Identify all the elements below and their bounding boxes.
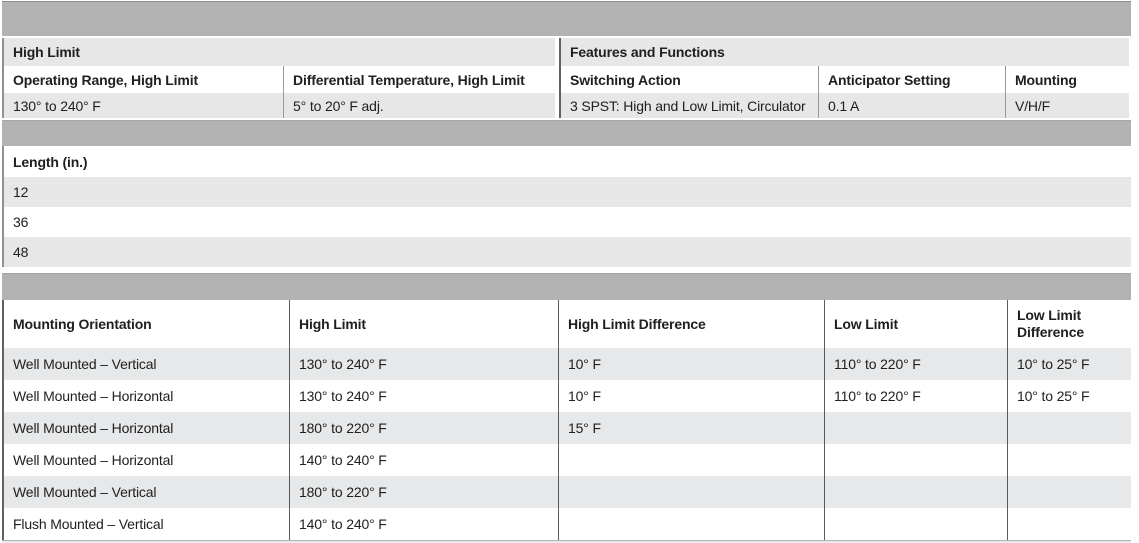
table-cell: 180° to 220° F	[290, 476, 558, 508]
table-cell	[1008, 444, 1131, 476]
table-cell: Well Mounted – Vertical	[4, 476, 289, 508]
high-limit-section-title: High Limit	[4, 38, 555, 66]
length-row: 48	[4, 237, 1131, 267]
table-cell: 10° to 25° F	[1008, 380, 1131, 412]
column-header-low-limit-difference: Low Limit Difference	[1008, 300, 1131, 348]
length-section: Length (in.) 12 36 48	[2, 146, 1131, 267]
table-cell: 130° to 240° F	[290, 348, 558, 380]
table-cell	[1008, 476, 1131, 508]
table-cell	[559, 508, 824, 540]
table-cell: 140° to 240° F	[290, 508, 558, 540]
separator-band-top	[2, 1, 1131, 36]
table-cell: 110° to 220° F	[825, 348, 1007, 380]
mounting-orientation-column: Mounting Orientation Well Mounted – Vert…	[4, 300, 289, 540]
table-cell: Flush Mounted – Vertical	[4, 508, 289, 540]
table-cell	[825, 412, 1007, 444]
column-header-low-limit: Low Limit	[825, 300, 1007, 348]
separator-band-lower	[2, 273, 1131, 300]
table-cell: Well Mounted – Vertical	[4, 348, 289, 380]
table-cell	[1008, 412, 1131, 444]
section-gap	[555, 38, 559, 118]
separator-band-middle	[2, 120, 1131, 146]
high-limit-column: High Limit 130° to 240° F 130° to 240° F…	[289, 300, 558, 540]
table-cell	[825, 476, 1007, 508]
mounting-column: Mounting V/H/F	[1005, 66, 1129, 118]
table-cell: 180° to 220° F	[290, 412, 558, 444]
high-limit-section: High Limit Operating Range, High Limit 1…	[2, 38, 555, 118]
anticipator-setting-value: 0.1 A	[819, 93, 1005, 118]
table-cell: Well Mounted – Horizontal	[4, 412, 289, 444]
anticipator-setting-header: Anticipator Setting	[819, 66, 1005, 93]
table-cell: 10° to 25° F	[1008, 348, 1131, 380]
operating-range-header: Operating Range, High Limit	[4, 66, 283, 93]
table-cell	[825, 444, 1007, 476]
table-cell: 140° to 240° F	[290, 444, 558, 476]
table-cell: Well Mounted – Horizontal	[4, 380, 289, 412]
table-cell	[559, 476, 824, 508]
mounting-header: Mounting	[1006, 66, 1129, 93]
column-header-mounting-orientation: Mounting Orientation	[4, 300, 289, 348]
anticipator-setting-column: Anticipator Setting 0.1 A	[818, 66, 1005, 118]
table-cell	[559, 444, 824, 476]
mounting-value: V/H/F	[1006, 93, 1129, 118]
length-row: 36	[4, 207, 1131, 237]
table-cell: 130° to 240° F	[290, 380, 558, 412]
table-bottom-border	[2, 540, 1131, 541]
differential-temperature-column: Differential Temperature, High Limit 5° …	[283, 66, 555, 118]
features-functions-columns: Switching Action 3 SPST: High and Low Li…	[561, 66, 1129, 118]
switching-action-header: Switching Action	[561, 66, 818, 93]
column-header-high-limit-difference: High Limit Difference	[559, 300, 824, 348]
differential-temperature-header: Differential Temperature, High Limit	[284, 66, 555, 93]
operating-range-value: 130° to 240° F	[4, 93, 283, 118]
high-limit-difference-column: High Limit Difference 10° F 10° F 15° F	[558, 300, 824, 540]
length-header: Length (in.)	[4, 146, 1131, 177]
low-limit-difference-column: Low Limit Difference 10° to 25° F 10° to…	[1007, 300, 1131, 540]
features-functions-title: Features and Functions	[561, 38, 1129, 66]
table-cell: 110° to 220° F	[825, 380, 1007, 412]
switching-action-value: 3 SPST: High and Low Limit, Circulator	[561, 93, 818, 118]
table-cell: Well Mounted – Horizontal	[4, 444, 289, 476]
table-cell: 10° F	[559, 380, 824, 412]
switching-action-column: Switching Action 3 SPST: High and Low Li…	[561, 66, 818, 118]
table-cell	[1008, 508, 1131, 540]
table-cell: 10° F	[559, 348, 824, 380]
low-limit-column: Low Limit 110° to 220° F 110° to 220° F	[824, 300, 1007, 540]
length-row: 12	[4, 177, 1131, 207]
table-cell: 15° F	[559, 412, 824, 444]
features-functions-section: Features and Functions Switching Action …	[559, 38, 1129, 118]
column-header-high-limit: High Limit	[290, 300, 558, 348]
mounting-orientation-table: Mounting Orientation Well Mounted – Vert…	[2, 300, 1131, 540]
table-cell	[825, 508, 1007, 540]
cropped-row-fragment	[2, 541, 1131, 543]
differential-temperature-value: 5° to 20° F adj.	[284, 93, 555, 118]
spec-tables-row: High Limit Operating Range, High Limit 1…	[2, 38, 1129, 118]
operating-range-column: Operating Range, High Limit 130° to 240°…	[4, 66, 283, 118]
high-limit-columns: Operating Range, High Limit 130° to 240°…	[4, 66, 555, 118]
